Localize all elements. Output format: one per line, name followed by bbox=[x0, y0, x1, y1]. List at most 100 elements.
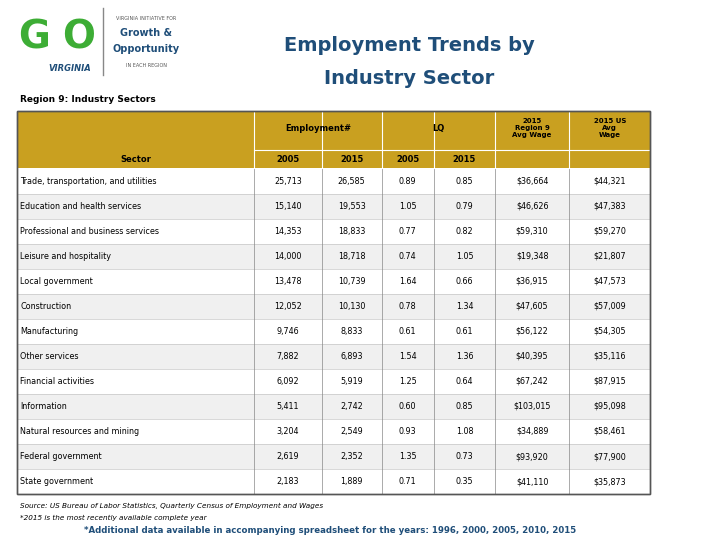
Text: Sector: Sector bbox=[120, 154, 150, 164]
Text: 0.64: 0.64 bbox=[456, 377, 473, 386]
Text: 5,919: 5,919 bbox=[341, 377, 363, 386]
Bar bbox=[17, 219, 650, 244]
Text: $47,605: $47,605 bbox=[516, 302, 549, 310]
Text: 1.36: 1.36 bbox=[456, 352, 473, 361]
Text: 1.64: 1.64 bbox=[399, 276, 416, 286]
Text: 0.93: 0.93 bbox=[399, 427, 416, 436]
Text: 0.61: 0.61 bbox=[456, 327, 473, 336]
Text: $36,664: $36,664 bbox=[516, 177, 549, 186]
Bar bbox=[17, 168, 650, 193]
Text: 1.25: 1.25 bbox=[399, 377, 417, 386]
Text: 2,352: 2,352 bbox=[341, 452, 363, 461]
Text: 19,553: 19,553 bbox=[338, 201, 366, 211]
Text: $93,920: $93,920 bbox=[516, 452, 549, 461]
Text: Opportunity: Opportunity bbox=[112, 44, 179, 53]
Text: $34,889: $34,889 bbox=[516, 427, 549, 436]
Text: $77,900: $77,900 bbox=[593, 452, 626, 461]
Text: $58,461: $58,461 bbox=[593, 427, 626, 436]
Text: $103,015: $103,015 bbox=[513, 402, 551, 411]
Text: $21,807: $21,807 bbox=[593, 252, 626, 261]
Text: O: O bbox=[62, 19, 95, 57]
Bar bbox=[17, 244, 650, 269]
Text: Financial activities: Financial activities bbox=[20, 377, 94, 386]
Text: 5,411: 5,411 bbox=[276, 402, 299, 411]
Text: $19,348: $19,348 bbox=[516, 252, 549, 261]
Text: $36,915: $36,915 bbox=[516, 276, 549, 286]
Text: 9,746: 9,746 bbox=[276, 327, 300, 336]
Bar bbox=[17, 369, 650, 394]
Text: 0.61: 0.61 bbox=[399, 327, 416, 336]
Text: 7,882: 7,882 bbox=[276, 352, 300, 361]
Bar bbox=[17, 344, 650, 369]
Text: Natural resources and mining: Natural resources and mining bbox=[20, 427, 140, 436]
Text: 2,549: 2,549 bbox=[341, 427, 363, 436]
Text: 1.34: 1.34 bbox=[456, 302, 473, 310]
Text: 25,713: 25,713 bbox=[274, 177, 302, 186]
Text: Education and health services: Education and health services bbox=[20, 201, 142, 211]
Text: $57,009: $57,009 bbox=[593, 302, 626, 310]
Text: 2015: 2015 bbox=[340, 154, 364, 164]
Text: 18,833: 18,833 bbox=[338, 227, 365, 235]
Bar bbox=[17, 319, 650, 344]
Text: 2005: 2005 bbox=[276, 154, 300, 164]
Text: Other services: Other services bbox=[20, 352, 79, 361]
Bar bbox=[17, 111, 650, 494]
Text: 15,140: 15,140 bbox=[274, 201, 302, 211]
Text: 0.60: 0.60 bbox=[399, 402, 416, 411]
Text: $40,395: $40,395 bbox=[516, 352, 549, 361]
Text: Employment Trends by: Employment Trends by bbox=[284, 36, 535, 56]
Text: LQ: LQ bbox=[432, 124, 444, 133]
Text: $35,116: $35,116 bbox=[593, 352, 626, 361]
Text: 1,889: 1,889 bbox=[341, 477, 363, 486]
Text: 13,478: 13,478 bbox=[274, 276, 302, 286]
Text: 14,000: 14,000 bbox=[274, 252, 302, 261]
Text: Construction: Construction bbox=[20, 302, 71, 310]
Text: 10,739: 10,739 bbox=[338, 276, 365, 286]
Text: $54,305: $54,305 bbox=[593, 327, 626, 336]
Text: $46,626: $46,626 bbox=[516, 201, 549, 211]
Text: Information: Information bbox=[20, 402, 67, 411]
Bar bbox=[17, 111, 650, 168]
Text: 0.85: 0.85 bbox=[456, 402, 473, 411]
Text: 0.85: 0.85 bbox=[456, 177, 473, 186]
Text: Leisure and hospitality: Leisure and hospitality bbox=[20, 252, 112, 261]
Text: 0.71: 0.71 bbox=[399, 477, 416, 486]
Text: VIRGINIA INITIATIVE FOR: VIRGINIA INITIATIVE FOR bbox=[116, 16, 176, 21]
Text: 1.54: 1.54 bbox=[399, 352, 416, 361]
Text: 14,353: 14,353 bbox=[274, 227, 302, 235]
Text: 6,092: 6,092 bbox=[276, 377, 300, 386]
Text: 2015
Region 9
Avg Wage: 2015 Region 9 Avg Wage bbox=[513, 118, 552, 138]
Text: IN EACH REGION: IN EACH REGION bbox=[125, 63, 166, 68]
Text: 26,585: 26,585 bbox=[338, 177, 366, 186]
Text: 0.77: 0.77 bbox=[399, 227, 417, 235]
Text: Federal government: Federal government bbox=[20, 452, 102, 461]
Bar bbox=[17, 419, 650, 444]
Text: Employment#: Employment# bbox=[285, 124, 351, 133]
Text: 22: 22 bbox=[680, 492, 700, 507]
Bar bbox=[17, 294, 650, 319]
Text: 8,833: 8,833 bbox=[341, 327, 363, 336]
Text: State government: State government bbox=[20, 477, 94, 486]
Text: 2005: 2005 bbox=[396, 154, 419, 164]
Text: $44,321: $44,321 bbox=[593, 177, 626, 186]
Text: Industry Sector: Industry Sector bbox=[324, 69, 495, 88]
Bar bbox=[17, 394, 650, 419]
Text: 0.74: 0.74 bbox=[399, 252, 416, 261]
Text: 2,742: 2,742 bbox=[341, 402, 363, 411]
Text: 12,052: 12,052 bbox=[274, 302, 302, 310]
Text: 1.05: 1.05 bbox=[456, 252, 473, 261]
Text: $95,098: $95,098 bbox=[593, 402, 626, 411]
Bar bbox=[17, 269, 650, 294]
Text: Manufacturing: Manufacturing bbox=[20, 327, 78, 336]
Text: 2,619: 2,619 bbox=[276, 452, 300, 461]
Text: Trade, transportation, and utilities: Trade, transportation, and utilities bbox=[20, 177, 157, 186]
Text: $59,270: $59,270 bbox=[593, 227, 626, 235]
Text: G: G bbox=[18, 19, 50, 57]
Text: 1.08: 1.08 bbox=[456, 427, 473, 436]
Text: Local government: Local government bbox=[20, 276, 93, 286]
Bar bbox=[17, 444, 650, 469]
Text: 6,893: 6,893 bbox=[341, 352, 363, 361]
Text: Source: US Bureau of Labor Statistics, Quarterly Census of Employment and Wages: Source: US Bureau of Labor Statistics, Q… bbox=[20, 503, 323, 509]
Text: 0.73: 0.73 bbox=[456, 452, 473, 461]
Text: 2015: 2015 bbox=[453, 154, 476, 164]
